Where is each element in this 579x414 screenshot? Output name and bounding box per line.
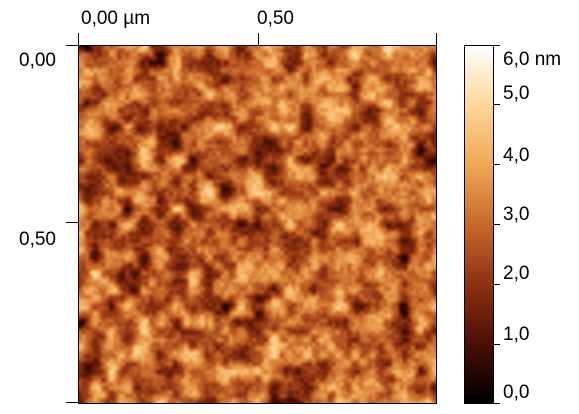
y-tick-mark-0 bbox=[66, 45, 78, 46]
colorbar-tick-4 bbox=[494, 284, 500, 285]
afm-topography-image bbox=[78, 45, 437, 404]
afm-topography-canvas bbox=[79, 46, 436, 403]
colorbar-tick-5 bbox=[494, 344, 500, 345]
colorbar-tick-1 bbox=[494, 104, 500, 105]
x-tick-mark-0 bbox=[78, 33, 79, 45]
colorbar-label-6nm: 6,0 nm bbox=[503, 49, 562, 70]
y-tick-mark-2 bbox=[66, 402, 78, 403]
colorbar-label-0nm: 0,0 bbox=[503, 382, 530, 403]
colorbar-tick-2 bbox=[494, 164, 500, 165]
colorbar-label-5nm: 5,0 bbox=[503, 83, 530, 104]
x-tick-label-0: 0,00 µm bbox=[81, 8, 151, 29]
x-tick-label-1: 0,50 bbox=[257, 8, 294, 29]
colorbar-tick-6 bbox=[494, 403, 500, 404]
colorbar-tick-3 bbox=[494, 224, 500, 225]
y-tick-mark-1 bbox=[66, 222, 78, 223]
colorbar-label-3nm: 3,0 bbox=[503, 204, 530, 225]
colorbar-label-1nm: 1,0 bbox=[503, 324, 530, 345]
y-tick-label-1: 0,50 bbox=[19, 229, 56, 250]
colorbar-label-2nm: 2,0 bbox=[503, 263, 530, 284]
colorbar-label-4nm: 4,0 bbox=[503, 145, 530, 166]
x-tick-mark-1 bbox=[258, 33, 259, 45]
colorbar-tick-0 bbox=[494, 45, 500, 46]
colorbar-gradient bbox=[465, 46, 493, 403]
height-colorbar bbox=[464, 45, 494, 404]
y-tick-label-0: 0,00 bbox=[19, 50, 56, 71]
x-tick-mark-2 bbox=[436, 33, 437, 45]
